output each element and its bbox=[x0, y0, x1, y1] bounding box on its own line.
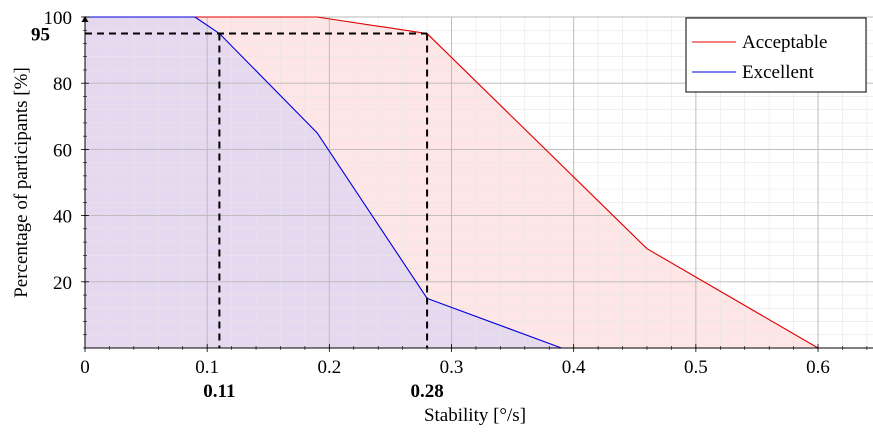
threshold-x-label: 0.28 bbox=[410, 381, 443, 402]
tick-labels: 0 0.1 0.2 0.3 0.4 0.5 0.6 20 40 60 80 100 bbox=[44, 8, 830, 378]
threshold-annotations: 0.11 0.28 95 bbox=[31, 25, 444, 402]
legend: Acceptable Excellent bbox=[685, 17, 867, 93]
x-tick-label: 0 bbox=[80, 357, 90, 378]
series-fill-excellent bbox=[85, 17, 819, 348]
legend-label-excellent: Excellent bbox=[742, 62, 814, 83]
x-axis-title: Stability [°/s] bbox=[424, 405, 526, 426]
x-tick-label: 0.1 bbox=[195, 357, 219, 378]
y-tick-label: 40 bbox=[53, 207, 72, 228]
x-tick-label: 0.3 bbox=[440, 357, 464, 378]
y-axis-title: Percentage of participants [%] bbox=[11, 67, 32, 298]
legend-box bbox=[685, 17, 867, 93]
y-axis-arrow bbox=[81, 16, 89, 22]
y-tick-label: 20 bbox=[53, 273, 72, 294]
legend-label-acceptable: Acceptable bbox=[742, 32, 827, 53]
y-tick-label: 80 bbox=[53, 74, 72, 95]
threshold-y-label: 95 bbox=[31, 25, 50, 46]
x-tick-label: 0.4 bbox=[562, 357, 586, 378]
x-tick-label: 0.2 bbox=[317, 357, 341, 378]
x-tick-label: 0.6 bbox=[806, 357, 830, 378]
y-tick-label: 60 bbox=[53, 140, 72, 161]
y-tick-label: 100 bbox=[44, 8, 73, 29]
threshold-x-label: 0.11 bbox=[203, 381, 235, 402]
axes bbox=[81, 16, 873, 352]
x-tick-label: 0.5 bbox=[684, 357, 708, 378]
